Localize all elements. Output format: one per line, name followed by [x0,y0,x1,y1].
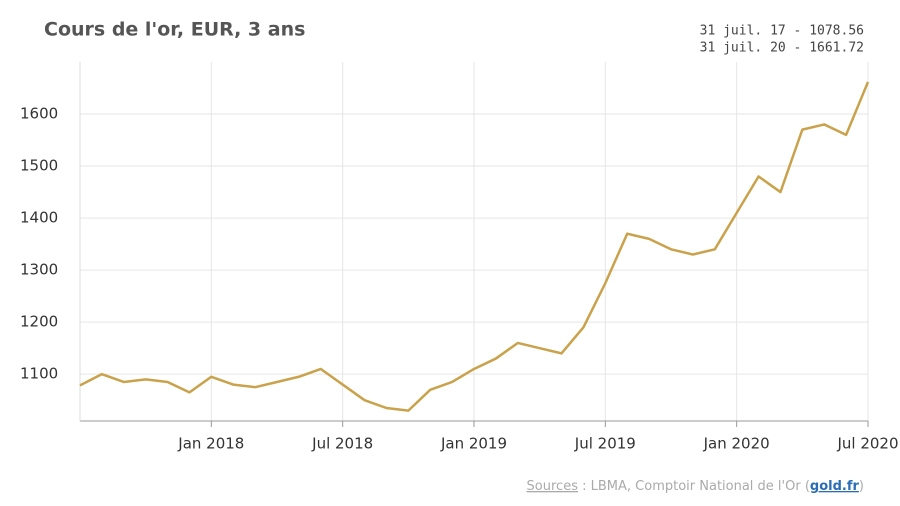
summary-end: 31 juil. 20 - 1661.72 [700,41,864,56]
y-tick-label: 1300 [20,261,58,279]
source-text: : LBMA, Comptoir National de l'Or ( [578,479,810,494]
site-link[interactable]: gold.fr [810,479,860,494]
y-tick-label: 1600 [20,105,58,123]
source: Sources : LBMA, Comptoir National de l'O… [527,479,864,494]
chart-title: Cours de l'or, EUR, 3 ans [44,19,305,41]
x-tick-label: Jan 2018 [177,435,244,453]
x-tick-label: Jul 2019 [574,435,636,453]
source-end: ) [859,479,864,494]
x-tick-label: Jul 2018 [311,435,373,453]
x-tick-label: Jul 2020 [836,435,898,453]
x-tick-label: Jan 2020 [703,435,770,453]
source-link[interactable]: Sources [527,479,579,494]
x-tick-label: Jan 2019 [440,435,507,453]
y-tick-label: 1200 [20,313,58,331]
y-tick-label: 1500 [20,157,58,175]
summary-start: 31 juil. 17 - 1078.56 [700,24,864,39]
price-line [79,81,870,412]
y-tick-label: 1400 [20,209,58,227]
y-tick-label: 1100 [20,365,58,383]
